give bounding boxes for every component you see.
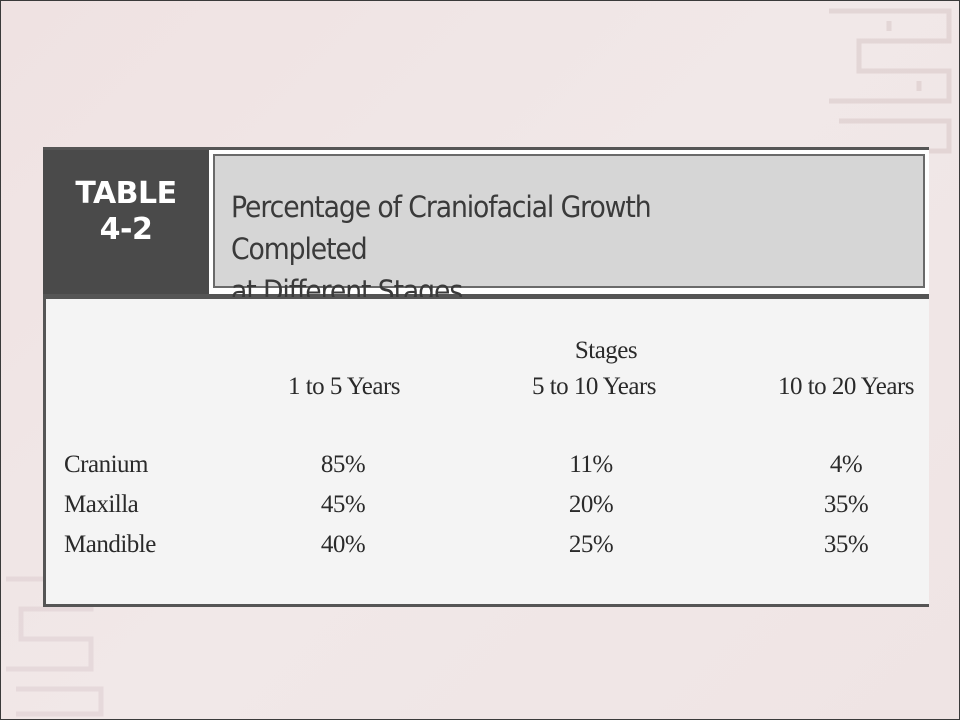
table-cell: 45% [320,491,366,518]
table-cell: 4% [829,451,863,478]
table-body: Stages 1 to 5 Years 5 to 10 Years 10 to … [43,297,929,607]
row-label-mandible: Mandible [64,531,156,558]
decorative-maze-pattern [829,8,952,154]
table-title: Percentage of Craniofacial Growth Comple… [231,186,783,312]
row-label-maxilla: Maxilla [64,491,139,518]
table-label-number: 4-2 [99,212,153,247]
table-cell: 35% [823,491,869,518]
table-cell: 20% [568,491,614,518]
table-cell: 40% [320,531,366,558]
group-header-stages: Stages [574,337,638,364]
column-header: 1 to 5 Years [287,373,401,400]
table-cell: 85% [320,451,366,478]
column-header: 10 to 20 Years [777,373,915,400]
row-label-cranium: Cranium [64,451,149,478]
table-cell: 11% [569,451,613,478]
table-label-word: TABLE [75,176,177,211]
table-number-box: TABLE 4-2 [43,150,212,294]
table-cell: 35% [823,531,869,558]
table-header: TABLE 4-2 Percentage of Craniofacial Gro… [43,147,929,308]
table-number: TABLE 4-2 [43,176,209,248]
column-header: 5 to 10 Years [531,373,657,400]
table-cell: 25% [568,531,614,558]
table-title-line1: Percentage of Craniofacial Growth Comple… [231,190,652,266]
table-title-box: Percentage of Craniofacial Growth Comple… [213,154,925,308]
